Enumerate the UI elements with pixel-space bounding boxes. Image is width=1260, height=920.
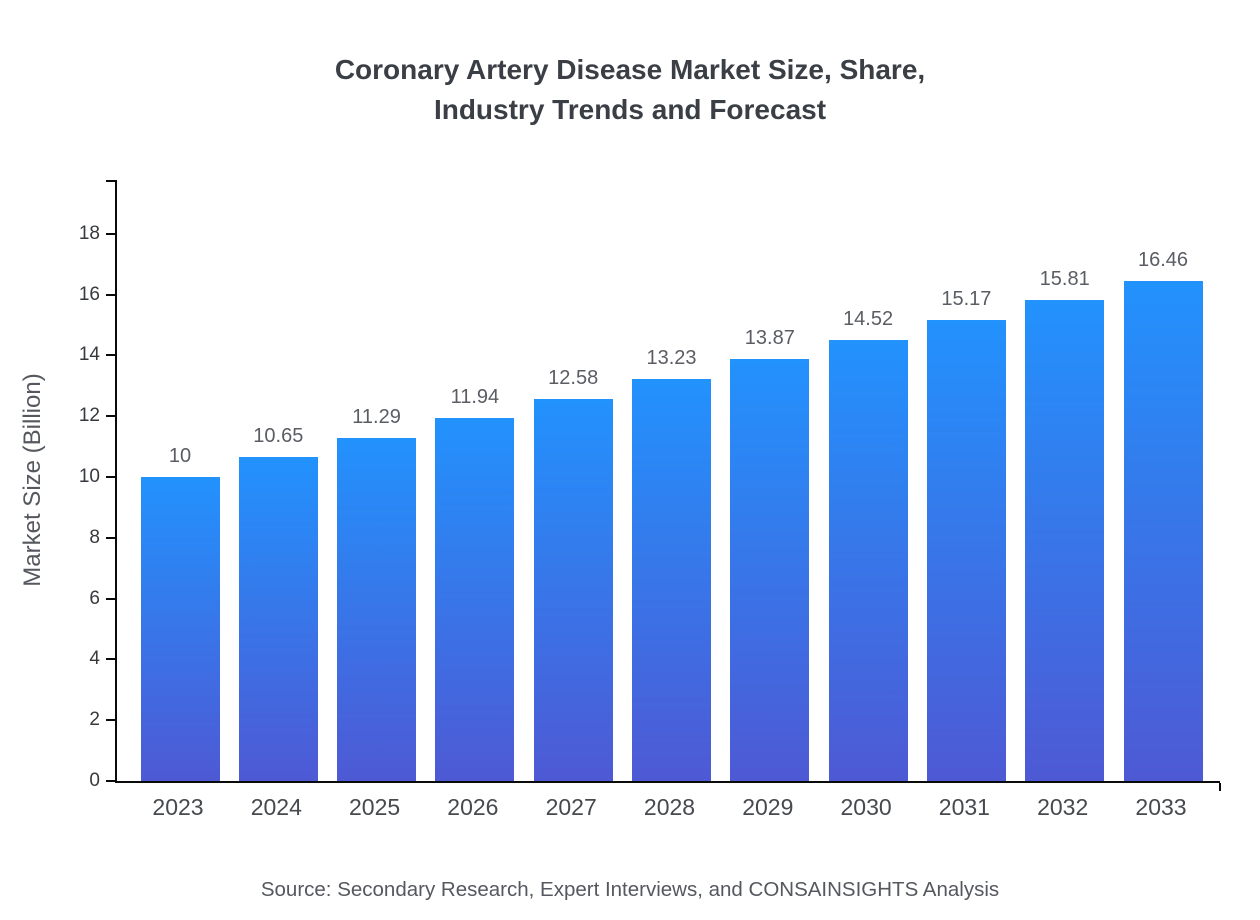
x-axis-tick-labels: 2023 2024 2025 2026 2027 2028 2029 2030 2031 2032… (115, 794, 1218, 826)
y-tick-label: 4 (89, 648, 100, 670)
bar-2028 (632, 378, 711, 781)
bar-value-label: 10 (168, 445, 192, 468)
chart-title: Coronary Artery Disease Market Size, Sha… (0, 50, 1260, 130)
x-tick-label: 2027 (545, 794, 597, 820)
y-tick-label: 6 (89, 587, 100, 609)
x-tick-label: 2028 (643, 794, 696, 820)
bar-2030 (828, 339, 908, 781)
bar-value-label: 16.46 (1137, 248, 1189, 271)
y-tick-mark (106, 476, 115, 479)
y-tick-mark (106, 354, 115, 357)
x-axis-end-tick (1219, 783, 1221, 791)
y-tick-mark (106, 293, 115, 296)
bar-value-label: 12.58 (548, 366, 599, 389)
y-tick-label: 2 (89, 709, 100, 731)
y-tick-mark (106, 780, 115, 782)
bar-2023 (140, 477, 220, 781)
bar-value-label: 11.29 (352, 405, 401, 428)
bar-2032 (1025, 300, 1105, 781)
bar-2033 (1123, 280, 1203, 781)
plot-area: 10 10.65 11.29 11.94 12.58 13.23 13.87 14.52 15.… (106, 180, 1221, 791)
y-axis-tick-labels: 0 2 4 6 8 10 12 14 16 18 (0, 180, 100, 791)
x-tick-label: 2031 (938, 794, 990, 820)
source-note: Source: Secondary Research, Expert Inter… (260, 878, 1000, 901)
y-tick-label: 18 (78, 222, 100, 244)
y-tick-label: 16 (78, 283, 100, 305)
x-tick-label: 2030 (840, 794, 892, 820)
bar-value-label: 13.87 (744, 327, 795, 350)
bar-value-label: 11.94 (450, 386, 500, 409)
bar-2024 (238, 457, 318, 781)
chart-title-line-1: Coronary Artery Disease Market Size, Sha… (334, 54, 926, 85)
chart-title-line-2: Industry Trends and Forecast (433, 94, 827, 125)
y-tick-label: 10 (78, 466, 100, 488)
x-tick-label: 2024 (250, 794, 302, 820)
x-tick-label: 2029 (742, 794, 794, 820)
bar-value-label: 10.65 (253, 425, 304, 448)
y-tick-label: 12 (78, 405, 100, 427)
bar-2027 (533, 398, 613, 781)
bar-2026 (435, 418, 515, 781)
bar-value-label: 14.52 (843, 307, 894, 330)
y-tick-mark (106, 415, 115, 418)
x-tick-label: 2026 (447, 794, 499, 820)
x-tick-label: 2033 (1135, 794, 1187, 820)
x-tick-label: 2025 (349, 794, 401, 820)
y-tick-label: 0 (89, 770, 100, 791)
y-tick-mark (106, 536, 115, 539)
y-tick-mark (106, 597, 115, 600)
x-tick-label: 2023 (152, 794, 204, 820)
x-tick-label: 2032 (1037, 794, 1089, 820)
y-axis-end-tick (106, 180, 115, 182)
y-tick-mark (106, 232, 115, 235)
bar-2031 (926, 319, 1006, 781)
y-tick-mark (106, 719, 115, 722)
bar-2029 (730, 359, 810, 781)
y-tick-mark (106, 658, 115, 661)
bar-value-label: 13.23 (646, 346, 697, 369)
bar-value-label: 15.81 (1039, 268, 1090, 291)
bar-value-label: 15.17 (941, 287, 992, 310)
y-tick-label: 8 (89, 526, 100, 548)
bar-2025 (337, 437, 417, 781)
y-tick-label: 14 (78, 344, 100, 366)
